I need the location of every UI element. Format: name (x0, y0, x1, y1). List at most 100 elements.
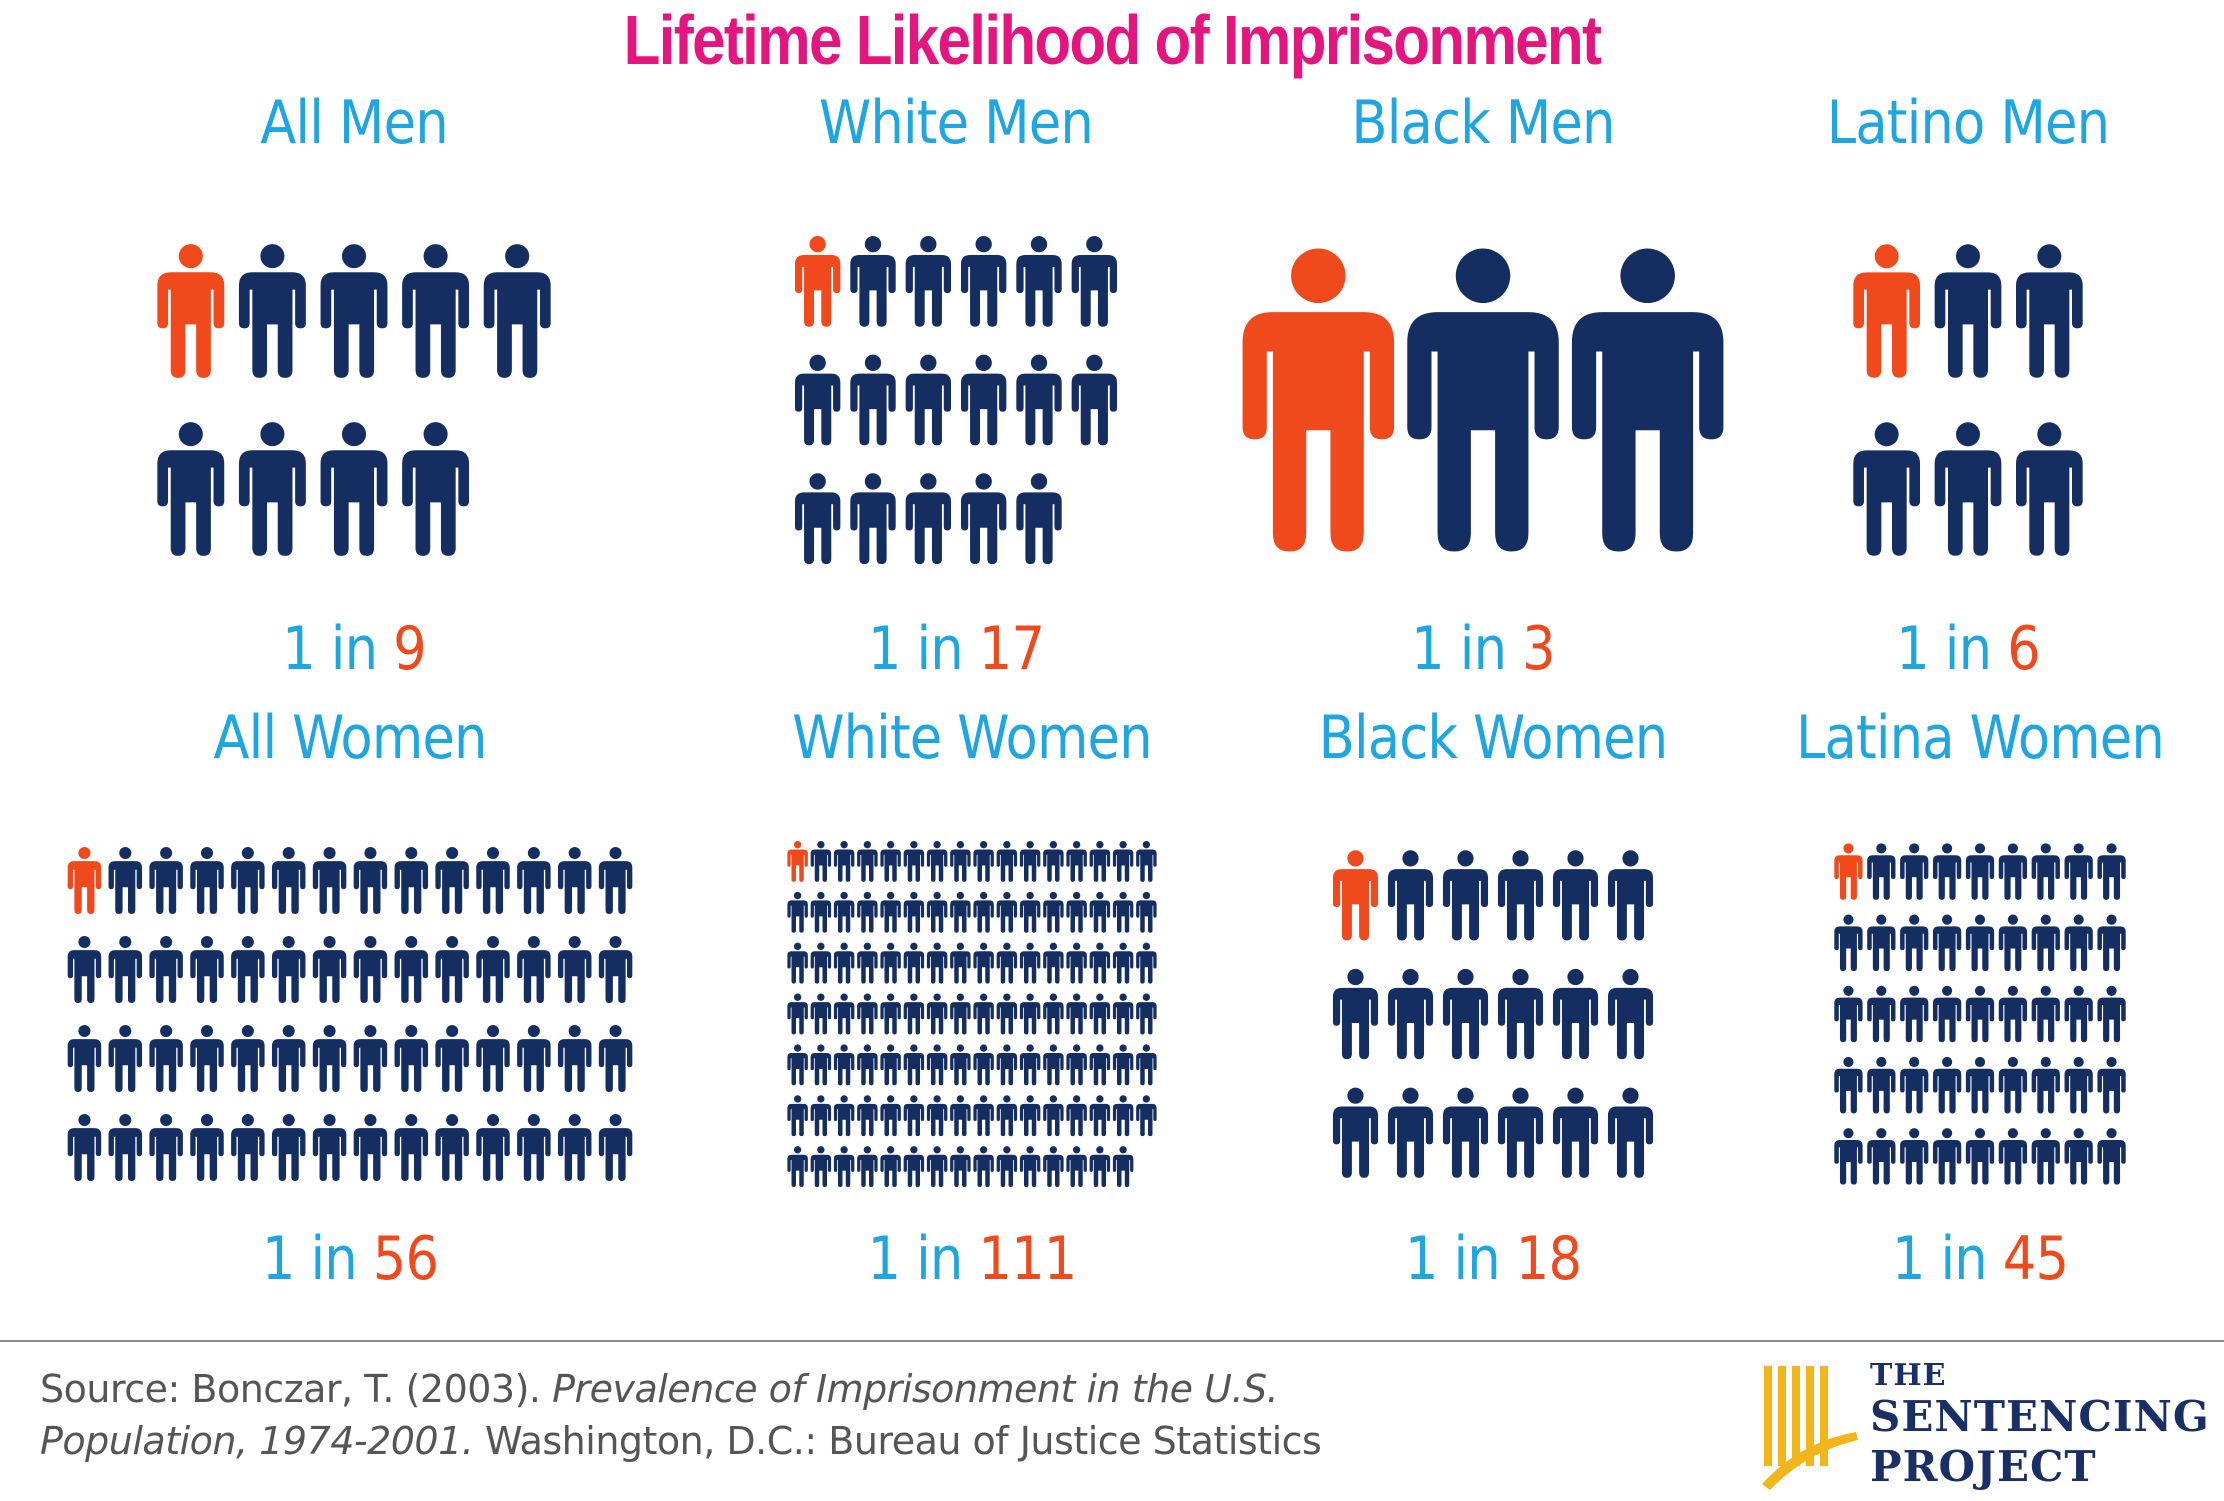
person-icon (149, 1024, 183, 1093)
ratio-prefix: 1 in (1896, 614, 2008, 684)
person-icon-highlighted (794, 235, 841, 327)
ratio-prefix: 1 in (282, 614, 394, 684)
person-icon (1932, 914, 1962, 972)
ratio-number: 45 (2002, 1224, 2069, 1294)
person-icon (517, 935, 551, 1004)
person-icon (1932, 985, 1962, 1043)
person-icon (950, 942, 971, 984)
person-icon (1112, 1095, 1134, 1137)
person-icon (231, 1024, 265, 1093)
person-icon (1066, 942, 1087, 984)
person-icon (1043, 942, 1064, 984)
person-icon (312, 935, 347, 1004)
person-icon (996, 1044, 1018, 1086)
person-icon (402, 422, 470, 556)
person-icon (1016, 473, 1062, 565)
person-icon (903, 1044, 925, 1086)
person-icon (1867, 1056, 1896, 1114)
sentencing-project-logo: THE SENTENCING PROJECT (1760, 1352, 2209, 1492)
person-icon (950, 993, 971, 1035)
person-icon (517, 1024, 551, 1093)
person-icon (271, 935, 306, 1004)
person-icon (2031, 843, 2060, 900)
person-icon (833, 891, 855, 933)
person-icon-grid (794, 235, 1118, 565)
person-icon (190, 935, 224, 1004)
ratio-number: 3 (1522, 614, 1556, 684)
person-icon (2064, 1128, 2093, 1185)
person-icon (1853, 422, 1921, 556)
person-icon (1066, 840, 1087, 882)
panel-label: Black Men (1351, 88, 1615, 158)
person-icon (517, 846, 551, 915)
person-icon (810, 891, 832, 933)
person-icon (973, 891, 994, 933)
person-icon (850, 235, 896, 327)
person-icon (149, 1113, 183, 1182)
person-icon (1332, 968, 1379, 1060)
person-icon (833, 840, 855, 882)
person-icon (394, 1024, 429, 1093)
person-icon (810, 993, 832, 1035)
person-icon (149, 846, 183, 915)
source-title: Prevalence of Imprisonment in the U.S. P… (40, 1367, 1279, 1463)
person-icon (1900, 1128, 1929, 1185)
person-icon (857, 891, 878, 933)
person-icon (787, 942, 808, 984)
person-icon (833, 993, 855, 1035)
person-icon (880, 1044, 901, 1086)
person-icon (950, 1146, 971, 1188)
person-icon (857, 942, 878, 984)
person-icon (960, 354, 1007, 446)
person-icon (857, 1146, 878, 1188)
person-icon (1112, 993, 1134, 1035)
person-icon (598, 1024, 633, 1093)
page-title: Lifetime Likelihood of Imprisonment (623, 1, 1602, 79)
person-icon (1834, 1128, 1863, 1185)
person-icon (1136, 942, 1157, 984)
person-icon (238, 244, 306, 378)
person-icon (1112, 891, 1134, 933)
person-icon-highlighted (1834, 843, 1863, 900)
person-icon (857, 840, 878, 882)
person-icon (903, 1095, 925, 1137)
person-icon (2097, 985, 2126, 1043)
person-icon (1112, 1146, 1134, 1188)
person-icon (1552, 850, 1599, 941)
panel-label: Black Women (1318, 703, 1669, 773)
person-icon (435, 1113, 469, 1182)
person-icon-grid (1834, 843, 2126, 1185)
person-icon (810, 840, 832, 882)
person-icon (1332, 1087, 1379, 1178)
person-icon (850, 354, 896, 446)
person-icon (1043, 1044, 1064, 1086)
person-icon (996, 891, 1018, 933)
person-icon (1066, 993, 1087, 1035)
person-icon-grid (1242, 248, 1724, 552)
person-icon (1932, 1128, 1962, 1185)
person-icon (557, 935, 592, 1004)
person-icon (857, 993, 878, 1035)
person-icon (231, 846, 265, 915)
person-icon (1071, 235, 1118, 327)
person-icon (833, 1146, 855, 1188)
person-icon (810, 1095, 832, 1137)
person-icon (1965, 1128, 1995, 1185)
person-icon (1607, 850, 1654, 941)
person-icon (880, 840, 901, 882)
person-icon (1089, 1044, 1111, 1086)
person-icon (1016, 235, 1062, 327)
panel-label: Latina Women (1795, 703, 2165, 773)
person-icon (1043, 1095, 1064, 1137)
person-icon (476, 1113, 510, 1182)
person-icon (1834, 1056, 1863, 1114)
person-icon (1965, 1056, 1995, 1114)
logo-line-3: PROJECT (1870, 1442, 2097, 1491)
logo-line-2: SENTENCING (1870, 1392, 2210, 1441)
person-icon (483, 244, 551, 378)
person-icon (996, 1095, 1018, 1137)
person-icon (1834, 985, 1863, 1043)
person-icon (787, 1146, 808, 1188)
panel-ratio: 1 in 111 (620, 1226, 1324, 1292)
person-icon (2015, 244, 2083, 378)
